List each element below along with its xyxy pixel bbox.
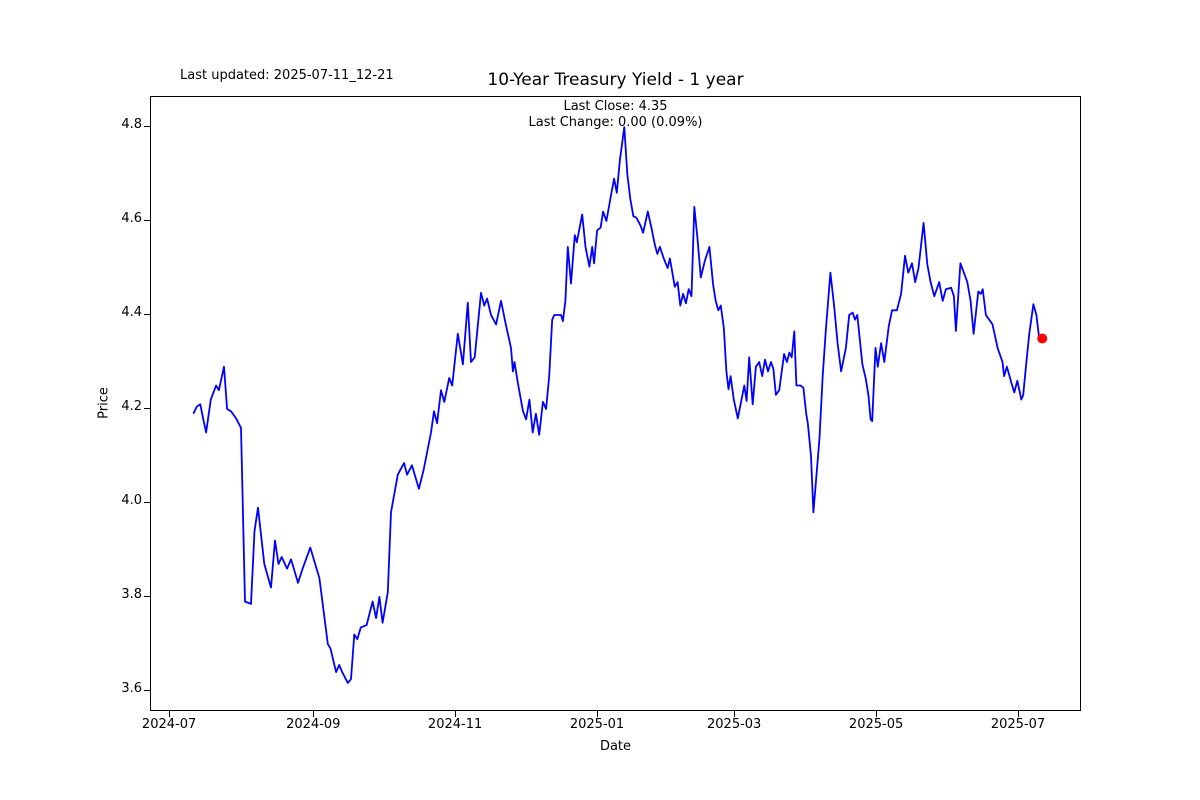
y-tick-label: 4.0 xyxy=(121,492,142,508)
last-close-marker-dot xyxy=(1037,333,1048,344)
plot-area xyxy=(150,96,1081,711)
x-tick-mark xyxy=(734,711,736,717)
x-tick-label: 2024-07 xyxy=(141,717,197,732)
x-tick-mark xyxy=(169,711,171,717)
x-tick-mark xyxy=(1018,711,1019,717)
x-tick-label: 2025-01 xyxy=(569,717,625,732)
y-tick-mark xyxy=(144,501,150,503)
last-change-line: Last Change: 0.00 (0.09%) xyxy=(528,115,703,130)
last-close-line: Last Close: 4.35 xyxy=(563,99,668,114)
x-tick-label: 2025-05 xyxy=(848,717,904,732)
y-tick-mark xyxy=(144,689,150,691)
x-tick-mark xyxy=(876,711,878,717)
line-chart-canvas xyxy=(192,126,1048,684)
x-tick-mark xyxy=(597,711,598,717)
last-updated-annotation: Last updated: 2025-07-11_12-21 xyxy=(180,68,394,83)
y-axis-label: Price xyxy=(96,387,112,419)
last-close-annotation: Last Close: 4.35 Last Change: 0.00 (0.09… xyxy=(150,99,1081,131)
x-tick-label: 2025-07 xyxy=(990,717,1046,732)
y-tick-label: 3.6 xyxy=(121,680,142,696)
y-tick-mark xyxy=(144,408,150,409)
chart-title: 10-Year Treasury Yield - 1 year xyxy=(487,70,744,90)
yield-line-series xyxy=(192,126,1043,684)
x-tick-label: 2025-03 xyxy=(707,717,762,732)
y-tick-label: 4.8 xyxy=(121,117,142,133)
y-tick-mark xyxy=(144,220,150,221)
y-tick-label: 3.8 xyxy=(121,586,142,602)
x-tick-label: 2024-11 xyxy=(427,717,483,732)
y-tick-label: 4.4 xyxy=(121,305,142,320)
x-tick-label: 2024-09 xyxy=(286,717,341,732)
y-tick-mark xyxy=(144,314,150,315)
x-tick-mark xyxy=(313,711,315,717)
x-tick-mark xyxy=(455,711,457,717)
y-tick-mark xyxy=(144,126,150,128)
y-tick-label: 4.6 xyxy=(121,211,142,226)
y-tick-label: 4.2 xyxy=(121,399,142,414)
y-tick-mark xyxy=(144,595,150,597)
x-axis-label: Date xyxy=(599,739,632,754)
